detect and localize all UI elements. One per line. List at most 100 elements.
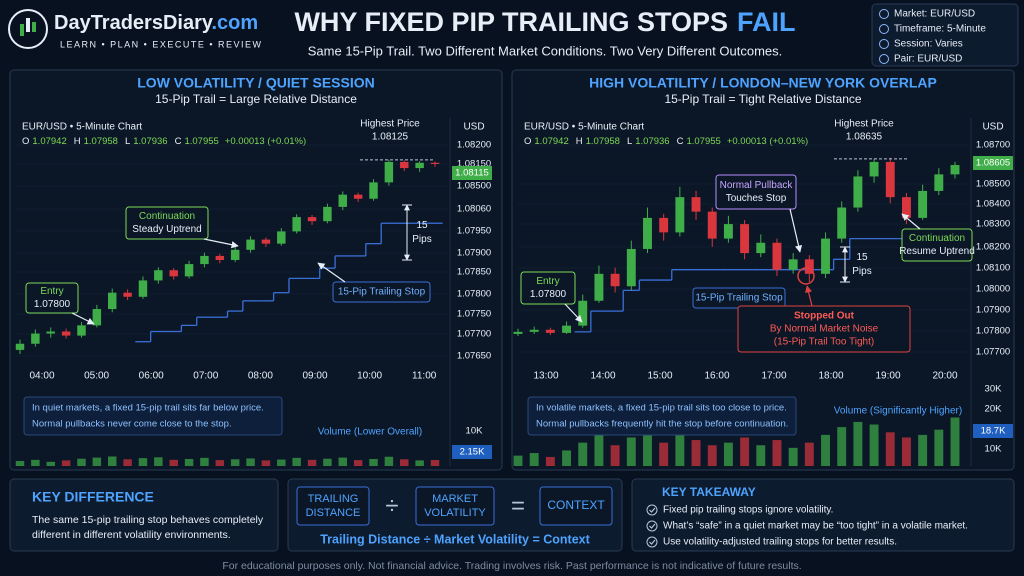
note-box	[527, 396, 797, 436]
volume-bar	[837, 427, 847, 466]
panel-title: HIGH VOLATILITY / LONDON–NEW YORK OVERLA…	[589, 75, 937, 91]
info-icon	[879, 9, 889, 19]
brand: DayTradersDiary.com	[54, 12, 258, 34]
price-label: 1.07750	[457, 309, 491, 320]
note-text: In volatile markets, a fixed 15-pip trai…	[536, 403, 787, 414]
info-list: Market: EUR/USD Timeframe: 5-Minute Sessio…	[879, 9, 986, 65]
price-label: 1.07850	[457, 267, 491, 278]
price-label: 1.07700	[457, 329, 491, 340]
volume-bar	[707, 445, 717, 466]
panel-subtitle: 15-Pip Trail = Large Relative Distance	[155, 92, 357, 106]
key-difference-box	[9, 478, 279, 552]
volume-bar	[154, 457, 163, 466]
ohlc-key: L	[627, 136, 632, 147]
formula-operator: =	[511, 492, 525, 519]
volume-bar	[756, 445, 766, 466]
note-text: Normal pullbacks frequently hit the stop…	[536, 419, 788, 430]
volume-bar	[562, 450, 572, 466]
candle-body	[400, 161, 409, 169]
volume-bar	[15, 460, 25, 466]
formula-text: DISTANCE	[306, 507, 361, 519]
candle-body	[869, 161, 879, 177]
candle-body	[691, 197, 701, 212]
highest-label: Highest Price	[360, 119, 420, 130]
time-label: 08:00	[248, 371, 273, 382]
highest-price: 1.08635	[846, 132, 883, 143]
logo-icon	[32, 22, 36, 32]
price-label: 1.07700	[976, 347, 1010, 358]
candle-body	[138, 280, 148, 297]
volume-bar	[529, 453, 539, 466]
volume-bar	[169, 459, 178, 466]
volume-bar	[307, 459, 317, 466]
annotation-text: Steady Uptrend	[132, 224, 202, 235]
volume-bar	[61, 460, 71, 466]
info-icon	[879, 54, 889, 64]
candle-body	[934, 174, 944, 191]
candle-body	[821, 238, 830, 274]
ohlc-key: H	[74, 136, 81, 147]
candle-body	[885, 161, 895, 198]
volume-bar	[46, 461, 55, 466]
annotation-text: 1.07800	[34, 299, 71, 310]
time-label: 05:00	[84, 371, 109, 382]
time-label: 15:00	[647, 371, 672, 382]
annotation-box	[25, 282, 79, 314]
volume-bar	[643, 429, 652, 466]
volume-bar	[215, 460, 225, 466]
arrow	[203, 238, 239, 249]
chart-label: EUR/USD • 5-Minute Chart	[524, 122, 644, 133]
key-takeaway-item: Fixed pip trailing stops ignore volatili…	[663, 505, 833, 516]
chart-label: EUR/USD • 5-Minute Chart	[22, 122, 142, 133]
currency: USD	[463, 122, 484, 133]
stop-hit	[797, 267, 815, 285]
candle-body	[277, 231, 286, 244]
last-volume-label: 2.15K	[460, 447, 485, 458]
annotation-text: 15-Pip Trailing Stop	[338, 287, 426, 298]
last-volume-box	[973, 424, 1013, 438]
volume-bar	[230, 459, 240, 466]
price-label: 1.08300	[976, 219, 1010, 230]
time-label: 17:00	[761, 371, 786, 382]
annotation-box	[715, 174, 797, 210]
key-takeaway-title: KEY TAKEAWAY	[662, 485, 756, 499]
brand-name: DayTradersDiary	[54, 12, 214, 34]
info-icon	[879, 39, 889, 49]
title-highlight: FAIL	[737, 7, 796, 37]
volume-bar	[384, 456, 394, 466]
annotation-text: Continuation	[139, 211, 195, 222]
highest-label: Highest Price	[834, 119, 894, 130]
volume-bar	[338, 457, 348, 466]
price-label: 1.08150	[457, 159, 491, 170]
price-label: 1.08000	[976, 284, 1010, 295]
info-item: Session: Varies	[894, 39, 963, 50]
candle-body	[77, 325, 86, 336]
volume-bar	[369, 459, 378, 466]
note-text: Normal pullbacks never come close to the…	[32, 419, 232, 430]
formula-term	[296, 486, 370, 526]
info-item: Timeframe: 5-Minute	[894, 24, 986, 35]
volume-title: Volume (Significantly Higher)	[834, 406, 962, 417]
check-icon	[649, 523, 656, 529]
candle-body	[578, 300, 588, 326]
tagline: LEARN • PLAN • EXECUTE • REVIEW	[60, 39, 263, 49]
candle-body	[513, 331, 523, 334]
ohlc-key: C	[175, 136, 182, 147]
candle-body	[756, 242, 766, 254]
annotation-text: Stopped Out	[794, 311, 855, 322]
formula-term	[539, 486, 613, 526]
ohlc-value: 1.07942	[534, 136, 568, 147]
candle-body	[643, 217, 652, 249]
time-label: 16:00	[704, 371, 729, 382]
volume-bar	[626, 437, 636, 466]
volume-bar	[277, 459, 286, 466]
last-price-box	[452, 166, 492, 180]
volume-bar	[353, 460, 363, 466]
candle-body	[384, 161, 394, 183]
annotation-text: Normal Pullback	[720, 180, 794, 191]
candle-body	[184, 264, 194, 277]
candle-body	[338, 194, 348, 207]
candle-body	[292, 217, 301, 232]
volume-bar	[107, 456, 117, 466]
